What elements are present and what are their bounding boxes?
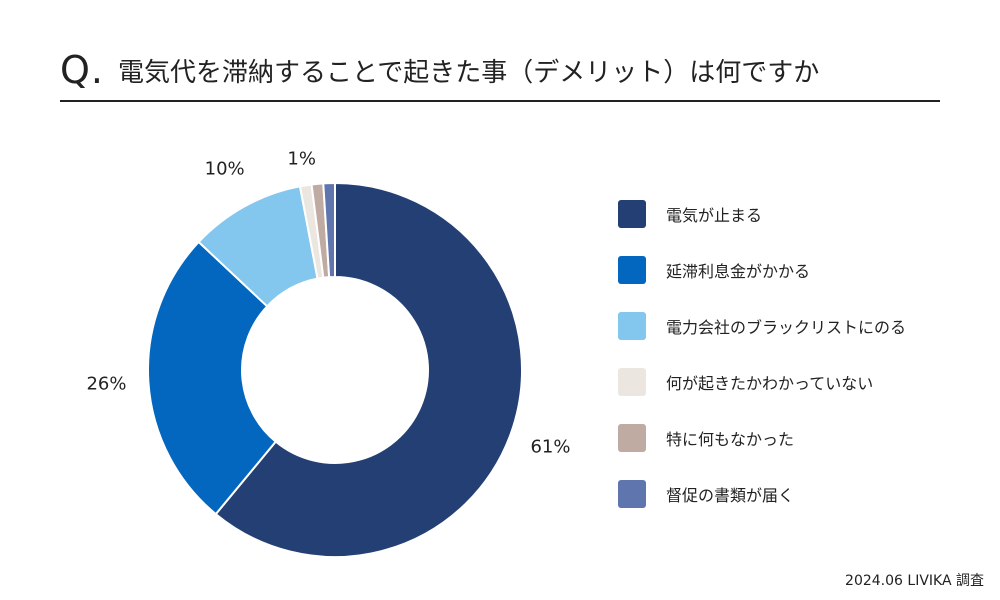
donut-chart: 61% 26% 10% 1% <box>86 149 570 558</box>
slice-value-label-2: 26% <box>86 373 126 394</box>
legend-label: 特に何もなかった <box>666 430 795 449</box>
legend-item-4: 何が起きたかわかっていない <box>618 366 906 398</box>
legend-label: 電気が止まる <box>666 206 763 225</box>
legend-label: 何が起きたかわかっていない <box>666 374 874 393</box>
legend-label: 督促の書類が届く <box>666 486 795 505</box>
question-text: 電気代を滞納することで起きた事（デメリット）は何ですか <box>118 57 820 88</box>
legend-item-5: 特に何もなかった <box>618 422 906 454</box>
donut-slice-1 <box>214 181 523 558</box>
legend-swatch <box>618 312 646 340</box>
legend-item-1: 電気が止まる <box>618 198 906 230</box>
donut-slice-2 <box>147 240 278 516</box>
chart-title: Q. 電気代を滞納することで起きた事（デメリット）は何ですか <box>60 40 940 102</box>
donut-slice-6 <box>322 181 336 279</box>
legend-item-6: 督促の書類が届く <box>618 478 906 510</box>
slice-value-label-4: 1% <box>287 149 316 170</box>
legend-label: 電力会社のブラックリストにのる <box>666 318 907 337</box>
legend-swatch <box>618 256 646 284</box>
source-note: 2024.06 LIVIKA 調査 <box>845 573 984 589</box>
legend-swatch <box>618 368 646 396</box>
legend-swatch <box>618 424 646 452</box>
legend-label: 延滞利息金がかかる <box>666 262 811 281</box>
legend-item-3: 電力会社のブラックリストにのる <box>618 310 906 342</box>
slice-value-label-3: 10% <box>205 158 245 179</box>
legend-swatch <box>618 480 646 508</box>
legend-swatch <box>618 200 646 228</box>
legend: 電気が止まる延滞利息金がかかる電力会社のブラックリストにのる 何が起きたかわかって… <box>618 198 906 534</box>
legend-item-2: 延滞利息金がかかる <box>618 254 906 286</box>
question-marker: Q. <box>60 48 104 92</box>
slice-value-label-1: 61% <box>530 437 570 458</box>
